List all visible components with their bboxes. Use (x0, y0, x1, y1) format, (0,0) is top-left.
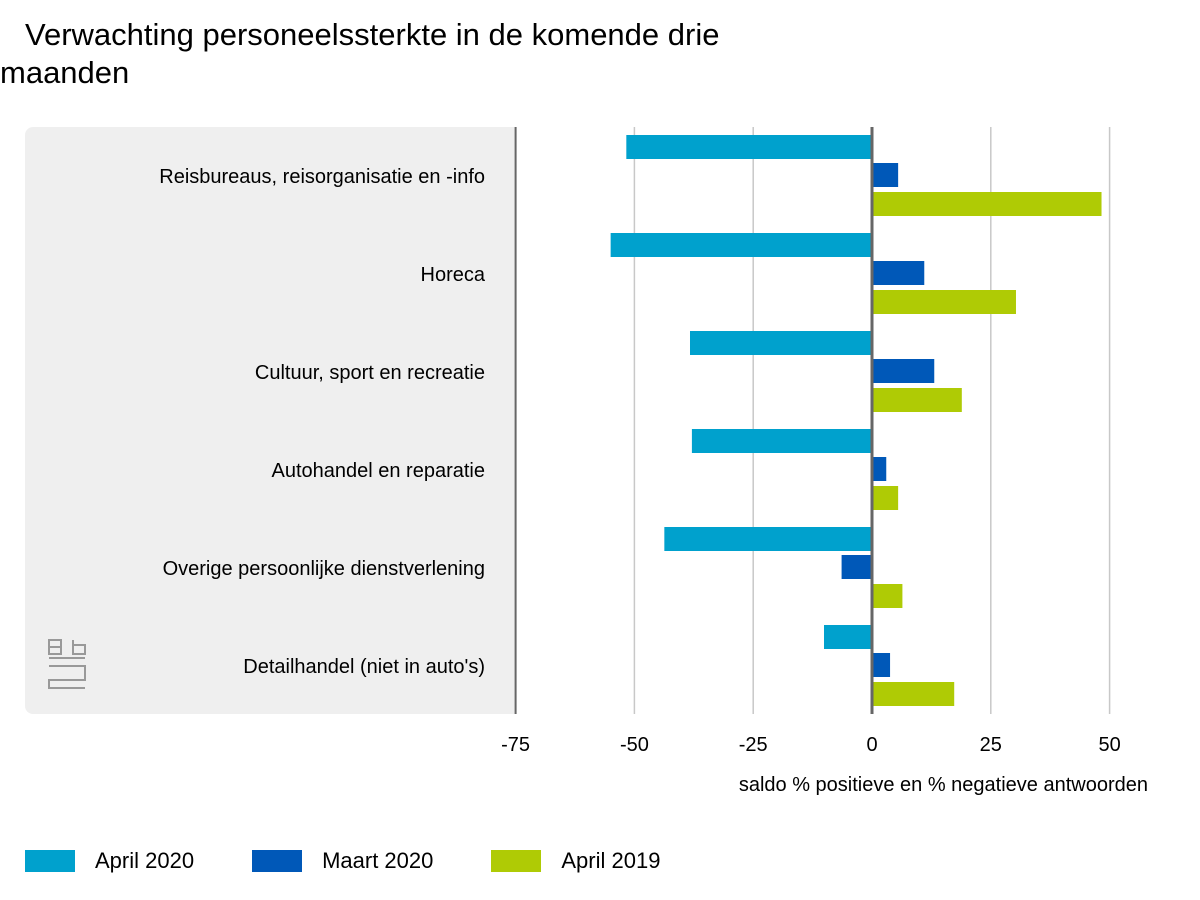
x-tick-label: -75 (501, 734, 531, 756)
category-label: Autohandel en reparatie (271, 460, 486, 482)
bar-april-2019 (872, 584, 903, 608)
x-tick-label: 25 (979, 734, 1002, 756)
bar-april-2020 (689, 331, 872, 355)
bar-maart-2020 (872, 359, 935, 383)
bar-maart-2020 (872, 653, 891, 677)
category-label: Cultuur, sport en recreatie (254, 362, 485, 384)
legend-swatch (25, 850, 75, 872)
legend: April 2020 Maart 2020 April 2019 (25, 848, 718, 874)
bar-april-2020 (664, 527, 872, 551)
category-label: Overige persoonlijke dienstverlening (162, 558, 485, 580)
bar-april-2019 (872, 486, 899, 510)
legend-item: April 2020 (25, 848, 194, 874)
bar-april-2020 (824, 625, 872, 649)
bar-april-2019 (872, 290, 1016, 314)
x-tick-label: -25 (738, 734, 768, 756)
legend-item: Maart 2020 (252, 848, 433, 874)
bar-maart-2020 (872, 261, 925, 285)
bar-april-2019 (872, 682, 955, 706)
bar-april-2019 (872, 388, 962, 412)
cbs-logo-icon (48, 639, 86, 689)
legend-item: April 2019 (491, 848, 660, 874)
legend-label: April 2020 (95, 848, 195, 873)
x-tick-label: -50 (619, 734, 649, 756)
bar-april-2019 (872, 192, 1102, 216)
category-label: Horeca (420, 264, 485, 286)
category-label: Detailhandel (niet in auto's) (243, 656, 485, 678)
x-axis-label: saldo % positieve en % negatieve antwoor… (738, 774, 1148, 796)
legend-swatch (491, 850, 542, 872)
bar-april-2020 (610, 233, 872, 257)
category-label-panel (25, 127, 515, 714)
bar-april-2020 (626, 135, 872, 159)
x-tick-label: 0 (866, 734, 878, 756)
legend-label: Maart 2020 (322, 848, 434, 873)
x-tick-label: 50 (1098, 734, 1121, 756)
chart-title: Verwachting personeelssterkte in de kome… (0, 17, 720, 90)
category-label: Reisbureaus, reisorganisatie en -info (159, 166, 485, 188)
bar-maart-2020 (872, 457, 887, 481)
legend-label: April 2019 (561, 848, 661, 873)
legend-swatch (252, 850, 303, 872)
bar-maart-2020 (841, 555, 872, 579)
bar-maart-2020 (872, 163, 899, 187)
bar-april-2020 (691, 429, 872, 453)
